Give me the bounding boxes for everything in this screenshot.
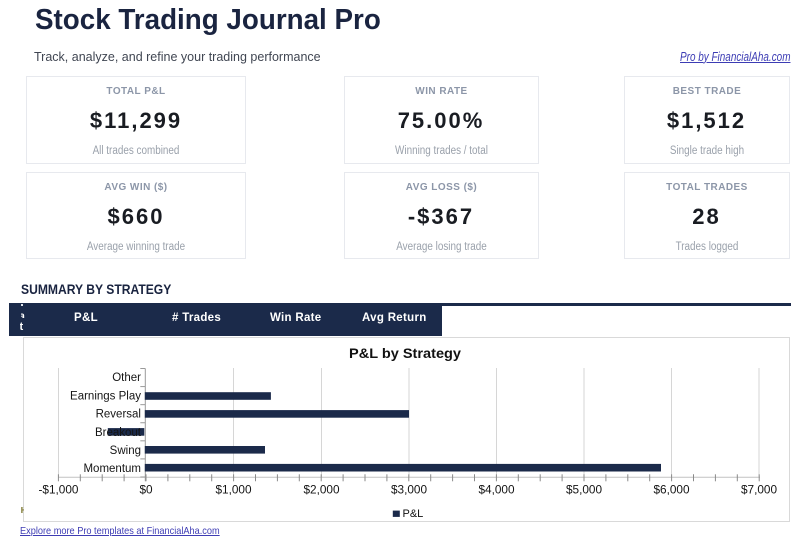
svg-text:$5,000: $5,000 [566, 483, 603, 497]
svg-text:$4,000: $4,000 [478, 483, 515, 497]
svg-text:$6,000: $6,000 [653, 483, 690, 497]
svg-text:$7,000: $7,000 [741, 483, 778, 497]
svg-text:Momentum: Momentum [83, 463, 141, 475]
svg-text:$3,000: $3,000 [391, 483, 428, 497]
svg-text:Other: Other [112, 372, 141, 384]
svg-text:Earnings Play: Earnings Play [70, 390, 141, 402]
svg-text:Breakout: Breakout [95, 427, 142, 439]
svg-text:$1,000: $1,000 [215, 483, 252, 497]
svg-text:P&L: P&L [403, 508, 424, 520]
svg-text:$2,000: $2,000 [303, 483, 340, 497]
svg-text:P&L by Strategy: P&L by Strategy [349, 345, 461, 361]
svg-text:Swing: Swing [110, 445, 141, 457]
svg-text:Reversal: Reversal [96, 409, 141, 421]
svg-text:$0: $0 [139, 483, 153, 497]
svg-text:-$1,000: -$1,000 [38, 483, 78, 497]
